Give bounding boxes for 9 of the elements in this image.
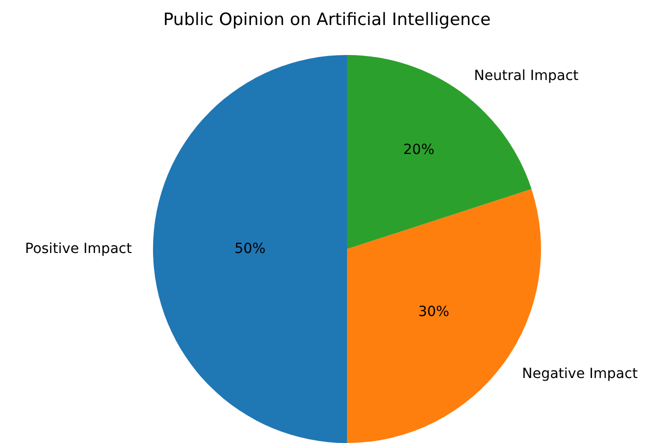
chart-title: Public Opinion on Artificial Intelligence	[163, 10, 491, 30]
slice-label: Negative Impact	[522, 366, 638, 382]
data-label: 50%	[234, 241, 266, 257]
pie-slice	[347, 55, 532, 249]
pie-slice	[153, 55, 347, 443]
slice-label: Neutral Impact	[474, 68, 580, 84]
data-label: 20%	[403, 142, 434, 158]
data-label: 30%	[418, 304, 450, 320]
slice-label: Positive Impact	[25, 241, 132, 257]
